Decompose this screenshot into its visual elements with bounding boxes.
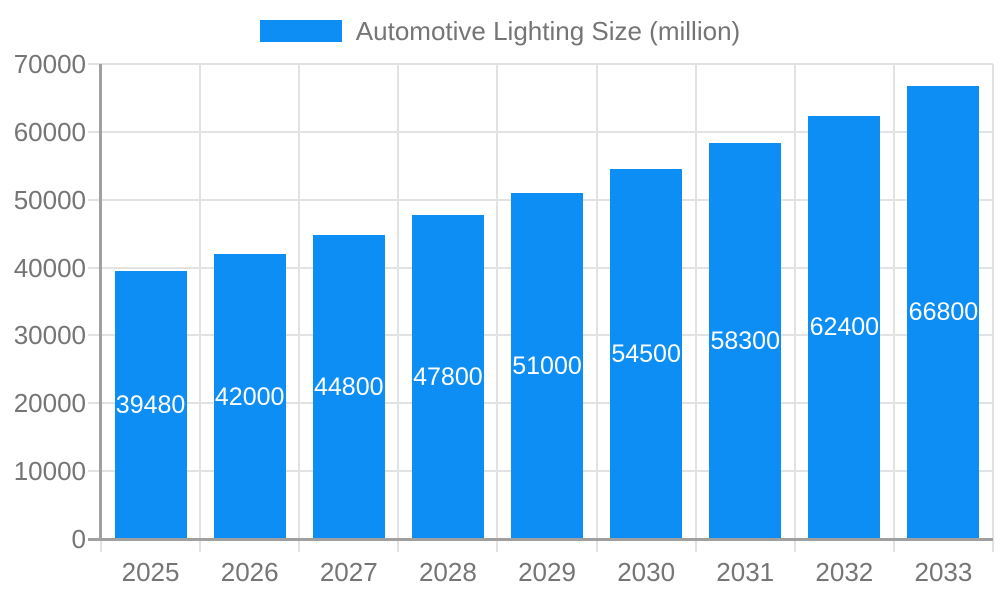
bar-value-label: 62400: [809, 313, 880, 342]
x-axis-line: [88, 538, 993, 541]
horizontal-gridline: [88, 63, 993, 65]
legend-item[interactable]: Automotive Lighting Size (million): [259, 15, 741, 47]
bar-2029[interactable]: [511, 192, 583, 539]
x-axis-tick-mark: [595, 539, 598, 552]
x-axis-label-2033: 2033: [914, 557, 973, 587]
x-axis-label-2031: 2031: [716, 557, 775, 587]
x-axis-tick-mark: [992, 539, 994, 552]
y-axis-line: [99, 64, 102, 539]
y-axis-tick-label: 0: [71, 524, 86, 554]
bar-2028[interactable]: [411, 214, 484, 539]
x-axis-tick-mark: [100, 539, 102, 552]
bar-value-label: 42000: [214, 382, 285, 411]
y-axis-tick-label: 50000: [13, 184, 86, 215]
x-axis-tick-mark: [496, 539, 499, 552]
x-axis-label-2030: 2030: [617, 557, 676, 587]
bar-value-label: 51000: [512, 351, 582, 380]
vertical-gridline: [199, 64, 202, 539]
bar-2031[interactable]: [709, 143, 782, 539]
x-axis-tick-mark: [298, 539, 301, 552]
x-axis-tick-mark: [892, 539, 895, 552]
bar-2025[interactable]: [114, 271, 187, 539]
bar-2033[interactable]: [907, 85, 980, 539]
y-axis-tick-label: 20000: [13, 388, 86, 419]
vertical-gridline: [298, 64, 301, 539]
x-axis-tick-mark: [694, 539, 697, 552]
y-axis-tick-label: 60000: [13, 116, 86, 147]
vertical-gridline: [694, 64, 697, 539]
vertical-gridline: [992, 64, 994, 539]
vertical-gridline: [397, 64, 400, 539]
horizontal-gridline: [88, 130, 993, 133]
y-axis-tick-label: 70000: [13, 49, 86, 79]
legend-series-label: Automotive Lighting Size (million): [355, 15, 741, 46]
y-axis-tick-label: 10000: [13, 456, 86, 487]
bar-2026[interactable]: [213, 254, 286, 539]
bar-2032[interactable]: [808, 115, 881, 539]
x-axis-label-2028: 2028: [418, 557, 477, 587]
bar-value-label: 58300: [710, 327, 780, 356]
bar-2027[interactable]: [312, 235, 385, 539]
legend-color-swatch: [259, 20, 342, 42]
chart-legend: Automotive Lighting Size (million): [0, 13, 1000, 49]
x-axis-label-2029: 2029: [518, 557, 576, 587]
x-axis-label-2025: 2025: [121, 557, 180, 587]
bar-value-label: 44800: [314, 373, 384, 401]
bar-2030[interactable]: [610, 169, 683, 539]
x-axis-tick-mark: [793, 539, 796, 552]
x-axis-tick-mark: [199, 539, 202, 552]
vertical-gridline: [892, 64, 895, 539]
bar-value-label: 39480: [115, 391, 186, 420]
bar-value-label: 66800: [908, 298, 979, 327]
y-axis-tick-label: 40000: [13, 252, 86, 283]
bar-value-label: 47800: [413, 362, 483, 391]
x-axis-label-2027: 2027: [319, 557, 378, 587]
plot-area: 39480 42000 44800 47800 51000 54500 58300 62400…: [88, 63, 994, 552]
x-axis-tick-mark: [397, 539, 400, 552]
vertical-gridline: [595, 64, 598, 539]
y-axis-tick-label: 30000: [13, 320, 86, 351]
vertical-gridline: [793, 64, 796, 539]
x-axis-label-2026: 2026: [220, 557, 279, 587]
vertical-gridline: [496, 64, 499, 539]
bar-value-label: 54500: [611, 340, 681, 369]
x-axis-label-2032: 2032: [815, 557, 874, 587]
